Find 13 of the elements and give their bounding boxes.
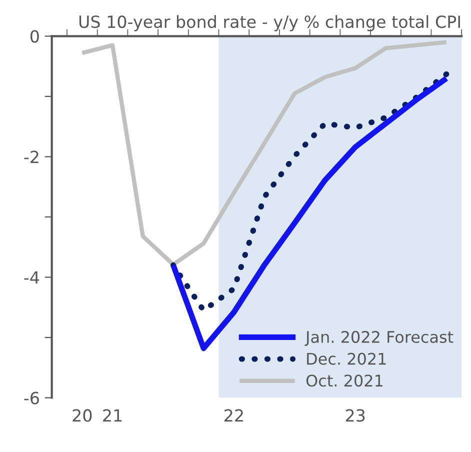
legend-label: Jan. 2022 Forecast [304, 330, 454, 346]
y-tick-label: -2 [24, 150, 38, 164]
x-tick-label: 20 [72, 409, 92, 422]
y-tick-label: 0 [30, 30, 39, 43]
legend-label: Dec. 2021 [307, 352, 386, 365]
x-tick-label: 23 [346, 409, 365, 422]
chart-title: US 10-year bond rate - y/y % change total CPI [79, 15, 460, 32]
legend-label: Oct. 2021 [306, 374, 382, 387]
line-series [80, 40, 448, 267]
y-tick-label: -6 [24, 392, 39, 404]
x-tick-label: 21 [103, 409, 122, 422]
x-tick-label: 22 [224, 409, 243, 422]
y-tick-label: -4 [24, 271, 40, 284]
